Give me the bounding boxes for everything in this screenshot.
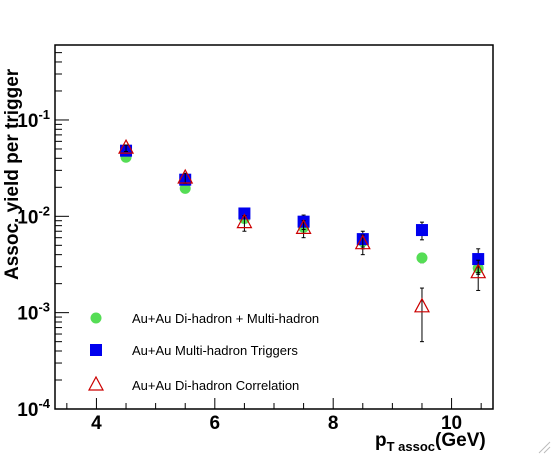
data-point-square <box>415 224 428 237</box>
x-tick-label: 6 <box>210 413 221 434</box>
data-point-triangle <box>236 213 253 229</box>
data-point-triangle <box>470 263 487 279</box>
legend-entry: Au+Au Multi-hadron Triggers <box>90 343 298 358</box>
y-tick-mantissa: 10 <box>17 111 38 132</box>
y-tick-label: 10-4 <box>17 396 50 421</box>
x-axis-ticks: 4 6 8 10 <box>66 398 482 434</box>
legend-label: Au+Au Di-hadron + Multi-hadron <box>132 311 319 326</box>
y-tick-exponent: -3 <box>38 300 50 315</box>
y-tick-exponent: -4 <box>38 396 50 411</box>
legend-entry: Au+Au Di-hadron Correlation <box>87 375 299 393</box>
y-axis-label: Assoc. yield per trigger <box>2 68 23 280</box>
data-point-triangle <box>354 234 371 250</box>
x-axis-label-main: p <box>375 430 387 451</box>
series-circle <box>120 151 484 275</box>
data-point-triangle <box>177 168 194 184</box>
data-point-triangle <box>413 297 430 313</box>
legend-label: Au+Au Multi-hadron Triggers <box>132 343 298 358</box>
legend-label: Au+Au Di-hadron Correlation <box>132 378 299 393</box>
y-tick-label: 10-2 <box>17 203 50 228</box>
y-tick-exponent: -1 <box>38 107 50 122</box>
data-point-triangle <box>118 138 135 154</box>
y-tick-exponent: -2 <box>38 203 50 218</box>
x-tick-label: 4 <box>91 413 102 434</box>
y-axis-ticks: 10-410-310-210-1 <box>17 44 69 421</box>
y-tick-label: 10-3 <box>17 300 50 325</box>
series-triangle <box>118 138 487 343</box>
resize-grip-icon[interactable] <box>538 441 551 454</box>
data-point-triangle <box>295 219 312 234</box>
x-axis-label-unit: (GeV) <box>435 430 486 451</box>
series-square <box>120 144 485 274</box>
legend-marker-triangle <box>87 375 105 391</box>
legend-marker-square <box>90 344 102 356</box>
x-axis-label: pT assoc(GeV) <box>375 430 486 454</box>
y-tick-mantissa: 10 <box>17 400 38 421</box>
y-tick-mantissa: 10 <box>17 207 38 228</box>
legend: Au+Au Di-hadron + Multi-hadron Au+Au Mult… <box>87 311 319 393</box>
data-series <box>118 138 487 343</box>
data-point-circle <box>416 252 428 264</box>
data-point-square <box>472 253 485 266</box>
legend-entry: Au+Au Di-hadron + Multi-hadron <box>90 311 319 326</box>
x-axis-label-sub: T assoc <box>387 439 435 454</box>
x-tick-label: 10 <box>441 413 462 434</box>
y-tick-mantissa: 10 <box>17 304 38 325</box>
x-tick-label: 8 <box>328 413 339 434</box>
y-tick-label: 10-1 <box>17 107 50 132</box>
legend-marker-circle <box>90 312 102 324</box>
